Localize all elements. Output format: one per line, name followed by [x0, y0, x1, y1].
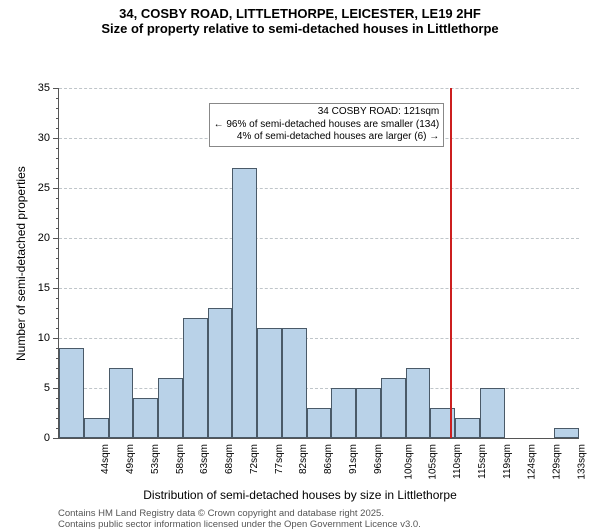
- xtick-label: 86sqm: [323, 444, 334, 474]
- ytick-minor: [56, 128, 59, 129]
- chart-title-sub: Size of property relative to semi-detach…: [0, 21, 600, 36]
- ytick-minor: [56, 168, 59, 169]
- ytick-minor: [56, 298, 59, 299]
- ytick-minor: [56, 108, 59, 109]
- ytick-minor: [56, 228, 59, 229]
- xtick-label: 77sqm: [274, 444, 285, 474]
- ytick-minor: [56, 98, 59, 99]
- xtick-label: 63sqm: [199, 444, 210, 474]
- ytick-label: 5: [28, 382, 50, 394]
- annotation-line: 4% of semi-detached houses are larger (6…: [214, 131, 440, 144]
- xtick-label: 68sqm: [224, 444, 235, 474]
- y-axis-label: Number of semi-detached properties: [14, 166, 28, 361]
- bar: [480, 388, 505, 438]
- gridline-h: [59, 238, 579, 239]
- xtick-label: 119sqm: [501, 444, 512, 479]
- ytick-label: 25: [28, 182, 50, 194]
- ytick-minor: [56, 278, 59, 279]
- bar: [59, 348, 84, 438]
- ytick-label: 35: [28, 82, 50, 94]
- ytick-minor: [56, 248, 59, 249]
- bar: [331, 388, 356, 438]
- ytick-label: 15: [28, 282, 50, 294]
- gridline-h: [59, 288, 579, 289]
- ytick-minor: [56, 158, 59, 159]
- ytick-minor: [56, 328, 59, 329]
- xtick-label: 133sqm: [576, 444, 587, 480]
- ytick-minor: [56, 308, 59, 309]
- ytick: [53, 138, 59, 139]
- bar: [307, 408, 332, 438]
- gridline-h: [59, 88, 579, 89]
- footer-line-2: Contains public sector information licen…: [58, 519, 421, 530]
- bar: [84, 418, 109, 438]
- ytick-minor: [56, 208, 59, 209]
- annotation-line: 34 COSBY ROAD: 121sqm: [214, 106, 440, 119]
- xtick-label: 129sqm: [552, 444, 563, 480]
- bar: [356, 388, 381, 438]
- xtick-label: 105sqm: [428, 444, 439, 480]
- ytick-minor: [56, 258, 59, 259]
- gridline-h: [59, 188, 579, 189]
- ytick-minor: [56, 268, 59, 269]
- property-marker-line: [450, 88, 452, 438]
- xtick-label: 49sqm: [125, 444, 136, 474]
- bar: [282, 328, 307, 438]
- xtick-label: 96sqm: [373, 444, 384, 474]
- annotation-line: ← 96% of semi-detached houses are smalle…: [214, 119, 440, 132]
- ytick-label: 30: [28, 132, 50, 144]
- bar: [232, 168, 257, 438]
- xtick-label: 53sqm: [150, 444, 161, 474]
- xtick-label: 115sqm: [477, 444, 488, 479]
- xtick-label: 82sqm: [298, 444, 309, 474]
- xtick-label: 110sqm: [452, 444, 463, 479]
- xtick-label: 72sqm: [249, 444, 260, 474]
- ytick-minor: [56, 178, 59, 179]
- bar: [158, 378, 183, 438]
- bar: [554, 428, 579, 438]
- xtick-label: 100sqm: [403, 444, 414, 480]
- ytick-label: 10: [28, 332, 50, 344]
- bar: [406, 368, 431, 438]
- plot-area: 34 COSBY ROAD: 121sqm← 96% of semi-detac…: [58, 88, 579, 439]
- ytick: [53, 238, 59, 239]
- ytick-minor: [56, 118, 59, 119]
- xtick-label: 44sqm: [100, 444, 111, 474]
- bar: [183, 318, 208, 438]
- bar: [381, 378, 406, 438]
- bar: [257, 328, 282, 438]
- ytick-minor: [56, 198, 59, 199]
- bar: [208, 308, 233, 438]
- ytick: [53, 338, 59, 339]
- gridline-h: [59, 338, 579, 339]
- ytick: [53, 188, 59, 189]
- bar: [133, 398, 158, 438]
- ytick-minor: [56, 218, 59, 219]
- ytick-minor: [56, 318, 59, 319]
- bar: [455, 418, 480, 438]
- ytick: [53, 288, 59, 289]
- ytick-label: 0: [28, 432, 50, 444]
- attribution-footer: Contains HM Land Registry data © Crown c…: [58, 508, 421, 531]
- footer-line-1: Contains HM Land Registry data © Crown c…: [58, 508, 421, 519]
- xtick-label: 58sqm: [175, 444, 186, 474]
- ytick: [53, 438, 59, 439]
- ytick-minor: [56, 148, 59, 149]
- xtick-label: 91sqm: [348, 444, 359, 474]
- xtick-label: 124sqm: [527, 444, 538, 480]
- chart-title-main: 34, COSBY ROAD, LITTLETHORPE, LEICESTER,…: [0, 6, 600, 21]
- annotation-box: 34 COSBY ROAD: 121sqm← 96% of semi-detac…: [209, 103, 445, 147]
- ytick-label: 20: [28, 232, 50, 244]
- bar: [109, 368, 134, 438]
- ytick: [53, 88, 59, 89]
